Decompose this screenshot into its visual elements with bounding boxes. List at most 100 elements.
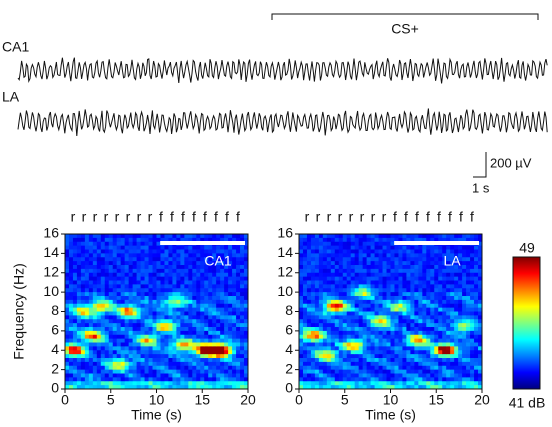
spectrogram-pixel — [438, 246, 442, 250]
spectrogram-pixel — [188, 288, 192, 292]
spectrogram-pixel — [458, 273, 462, 277]
spectrogram-pixel — [442, 366, 446, 370]
spectrogram-pixel — [426, 350, 430, 354]
spectrogram-pixel — [311, 346, 315, 350]
spectrogram-pixel — [97, 284, 101, 288]
spectrogram-pixel — [311, 354, 315, 358]
spectrogram-pixel — [426, 284, 430, 288]
spectrogram-pixel — [168, 292, 172, 296]
spectrogram-pixel — [224, 288, 228, 292]
spectrogram-pixel — [323, 246, 327, 250]
spectrogram-pixel — [212, 277, 216, 281]
spectrogram-pixel — [97, 370, 101, 374]
spectrogram-pixel — [228, 300, 232, 304]
spectrogram-pixel — [97, 350, 101, 354]
spectrogram-pixel — [176, 377, 180, 381]
spectrogram-pixel — [379, 304, 383, 308]
spectrogram-pixel — [228, 377, 232, 381]
spectrogram-pixel — [391, 300, 395, 304]
spectrogram-pixel — [394, 362, 398, 366]
spectrogram-pixel — [402, 257, 406, 261]
spectrogram-pixel — [220, 308, 224, 312]
spectrogram-pixel — [196, 284, 200, 288]
spectrogram-pixel — [331, 238, 335, 242]
spectrogram-pixel — [410, 354, 414, 358]
spectrogram-pixel — [434, 253, 438, 257]
spectrogram-pixel — [327, 362, 331, 366]
spectrogram-pixel — [204, 335, 208, 339]
spectrogram-pixel — [176, 261, 180, 265]
spectrogram-pixel — [192, 253, 196, 257]
spectrogram-pixel — [109, 335, 113, 339]
spectrogram-pixel — [394, 261, 398, 265]
spectrogram-pixel — [212, 374, 216, 378]
spectrogram-pixel — [470, 366, 474, 370]
spectrogram-pixel — [351, 257, 355, 261]
spectrogram-pixel — [406, 362, 410, 366]
spectrogram-pixel — [335, 377, 339, 381]
spectrogram-pixel — [387, 288, 391, 292]
spectrogram-pixel — [168, 253, 172, 257]
spectrogram-pixel — [474, 296, 478, 300]
spectrogram-pixel — [157, 296, 161, 300]
spectrogram-pixel — [474, 339, 478, 343]
spectrogram-pixel — [351, 319, 355, 323]
spectrogram-pixel — [418, 315, 422, 319]
spectrogram-pixel — [422, 374, 426, 378]
spectrogram-pixel — [220, 304, 224, 308]
spectrogram-pixel — [97, 269, 101, 273]
spectrogram-pixel — [188, 261, 192, 265]
spectrogram-pixel — [343, 277, 347, 281]
epoch-label: CS+ — [391, 21, 419, 37]
spectrogram-pixel — [149, 250, 153, 254]
spectrogram-pixel — [141, 292, 145, 296]
spectrogram-pixel — [77, 362, 81, 366]
spectrogram-pixel — [394, 253, 398, 257]
spectrogram-pixel — [406, 253, 410, 257]
spectrogram-pixel — [454, 354, 458, 358]
spectrogram-pixel — [89, 304, 93, 308]
spectrogram-pixel — [196, 300, 200, 304]
spectrogram-pixel — [236, 300, 240, 304]
spectrogram-pixel — [240, 331, 244, 335]
spectrogram-pixel — [160, 331, 164, 335]
spectrogram-pixel — [430, 362, 434, 366]
spectrogram-pixel — [176, 339, 180, 343]
trial-marker: f — [203, 209, 207, 225]
spectrogram-pixel — [65, 238, 69, 242]
spectrogram-pixel — [371, 370, 375, 374]
spectrogram-pixel — [299, 265, 303, 269]
spectrogram-pixel — [89, 238, 93, 242]
spectrogram-pixel — [446, 234, 450, 238]
spectrogram-pixel — [85, 354, 89, 358]
spectrogram-pixel — [176, 257, 180, 261]
spectrogram-pixel — [93, 281, 97, 285]
spectrogram-pixel — [375, 277, 379, 281]
spectrogram-pixel — [371, 261, 375, 265]
spectrogram-pixel — [117, 242, 121, 246]
spectrogram-pixel — [406, 366, 410, 370]
spectrogram-pixel — [141, 308, 145, 312]
spectrogram-pixel — [196, 335, 200, 339]
spectrogram-pixel — [414, 315, 418, 319]
spectrogram-pixel — [240, 265, 244, 269]
spectrogram-pixel — [363, 281, 367, 285]
spectrogram-pixel — [379, 257, 383, 261]
spectrogram-pixel — [402, 261, 406, 265]
spectrogram-pixel — [145, 331, 149, 335]
spectrogram-pixel — [240, 366, 244, 370]
spectrogram-pixel — [121, 234, 125, 238]
spectrogram-pixel — [394, 323, 398, 327]
spectrogram-pixel — [466, 358, 470, 362]
spectrogram-pixel — [458, 281, 462, 285]
spectrogram-pixel — [394, 246, 398, 250]
spectrogram-pixel — [315, 339, 319, 343]
spectrogram-pixel — [355, 315, 359, 319]
spectrogram-pixel — [164, 323, 168, 327]
spectrogram-pixel — [85, 350, 89, 354]
spectrogram-pixel — [470, 234, 474, 238]
spectrogram-pixel — [375, 288, 379, 292]
spectrogram-pixel — [93, 381, 97, 385]
spectrogram-pixel — [77, 366, 81, 370]
spectrogram-pixel — [406, 269, 410, 273]
